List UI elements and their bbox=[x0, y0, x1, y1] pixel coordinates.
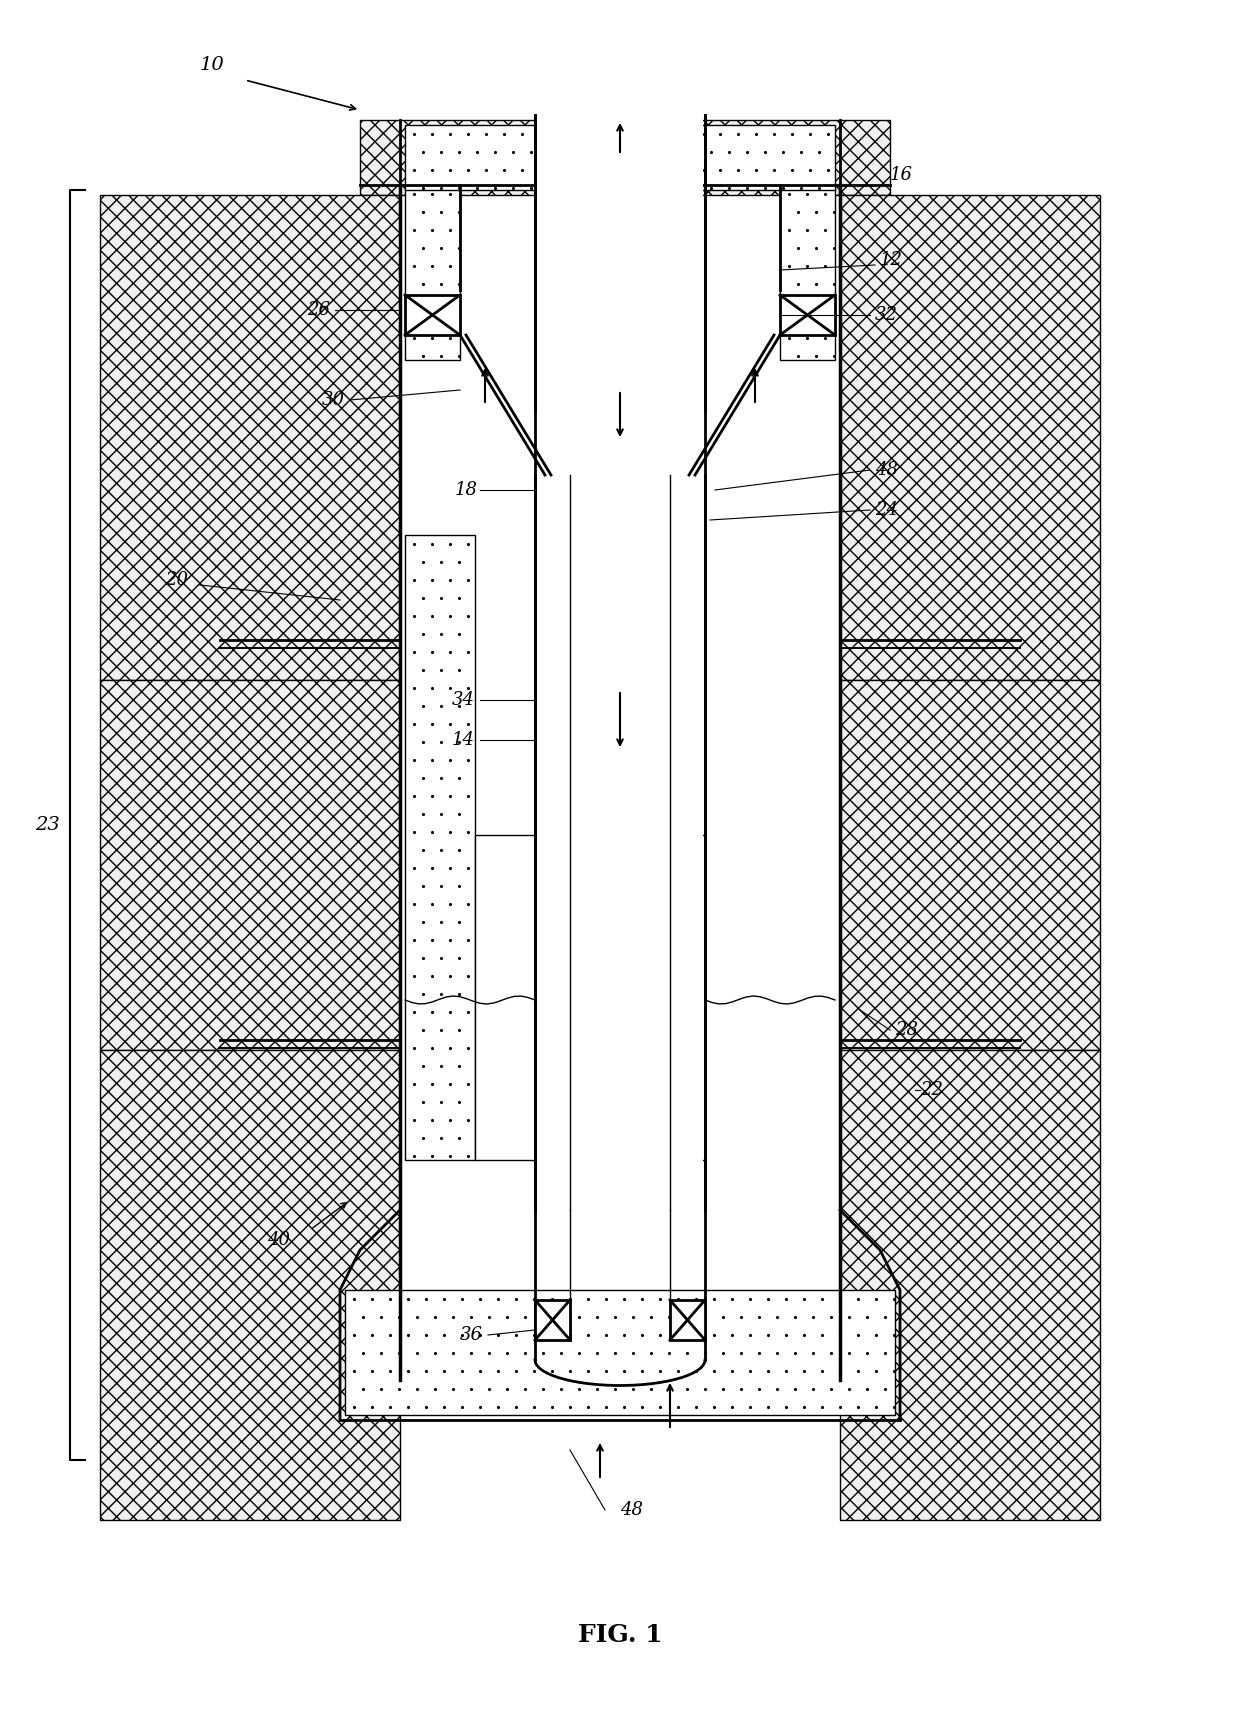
Text: 30: 30 bbox=[322, 391, 345, 408]
Bar bbox=[780, 296, 835, 336]
Polygon shape bbox=[780, 185, 835, 360]
Bar bbox=[534, 1299, 570, 1341]
Text: 34: 34 bbox=[453, 690, 475, 709]
Polygon shape bbox=[405, 125, 835, 190]
Text: 16: 16 bbox=[890, 166, 913, 183]
Text: FIG. 1: FIG. 1 bbox=[578, 1623, 662, 1647]
Polygon shape bbox=[655, 119, 890, 195]
Text: 40: 40 bbox=[267, 1232, 290, 1249]
Polygon shape bbox=[100, 680, 401, 1050]
Text: 28: 28 bbox=[895, 1021, 918, 1040]
Text: 26: 26 bbox=[308, 301, 330, 318]
Polygon shape bbox=[839, 1050, 1100, 1521]
Bar bbox=[405, 296, 460, 336]
Polygon shape bbox=[360, 119, 585, 195]
Text: 12: 12 bbox=[880, 251, 903, 268]
Text: 32: 32 bbox=[875, 306, 898, 324]
Polygon shape bbox=[475, 836, 706, 1161]
Text: 20: 20 bbox=[165, 571, 188, 588]
Text: 48: 48 bbox=[875, 460, 898, 479]
Text: 24: 24 bbox=[875, 502, 898, 519]
Polygon shape bbox=[405, 185, 460, 360]
Text: 18: 18 bbox=[455, 481, 477, 498]
Text: 22: 22 bbox=[920, 1081, 942, 1099]
Polygon shape bbox=[405, 535, 475, 1161]
Text: 14: 14 bbox=[453, 732, 475, 749]
Text: 10: 10 bbox=[200, 55, 224, 74]
Polygon shape bbox=[100, 1050, 401, 1521]
Text: 48: 48 bbox=[620, 1502, 644, 1519]
Bar bbox=[670, 1299, 706, 1341]
Polygon shape bbox=[345, 1291, 895, 1415]
Polygon shape bbox=[100, 195, 401, 680]
Polygon shape bbox=[839, 195, 1100, 680]
Bar bbox=[537, 114, 703, 1209]
Text: 23: 23 bbox=[35, 817, 60, 834]
Text: 36: 36 bbox=[460, 1325, 484, 1344]
Polygon shape bbox=[839, 680, 1100, 1050]
